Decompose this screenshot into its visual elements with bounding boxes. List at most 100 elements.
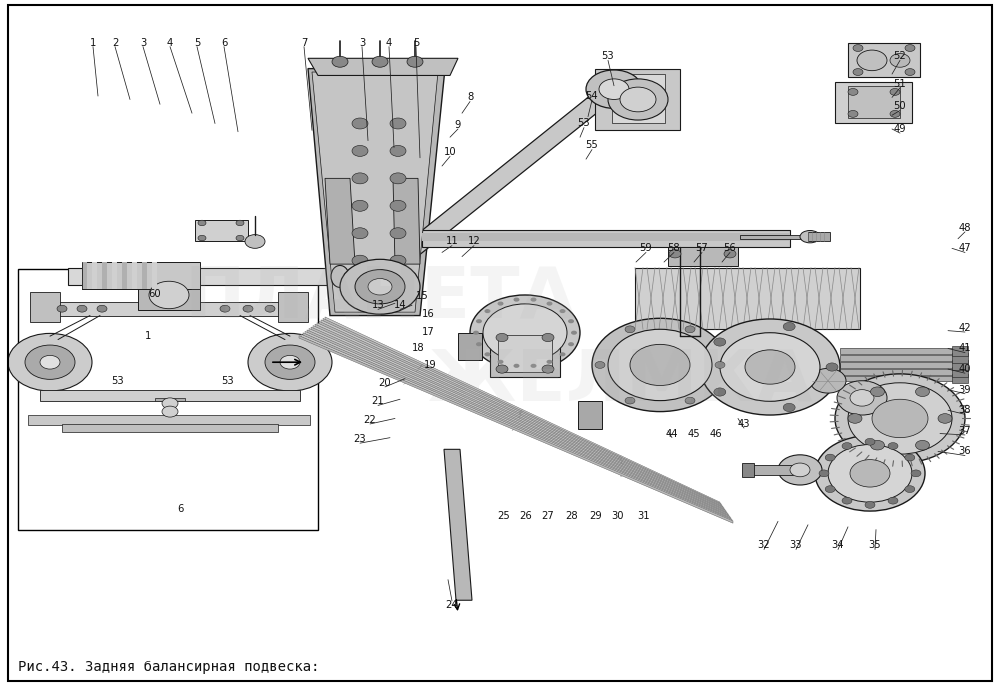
Circle shape bbox=[162, 406, 178, 417]
Text: 12: 12 bbox=[468, 237, 480, 246]
Text: 53: 53 bbox=[222, 376, 234, 386]
Circle shape bbox=[850, 390, 874, 406]
Text: 4: 4 bbox=[386, 38, 392, 47]
Circle shape bbox=[905, 486, 915, 493]
Polygon shape bbox=[142, 262, 147, 289]
Circle shape bbox=[198, 235, 206, 241]
Circle shape bbox=[77, 305, 87, 312]
Circle shape bbox=[352, 255, 368, 266]
Circle shape bbox=[871, 387, 885, 397]
Circle shape bbox=[568, 319, 574, 323]
Circle shape bbox=[390, 283, 406, 294]
Polygon shape bbox=[40, 390, 300, 401]
Polygon shape bbox=[595, 69, 680, 130]
Circle shape bbox=[888, 497, 898, 504]
Circle shape bbox=[531, 298, 537, 302]
Polygon shape bbox=[152, 262, 157, 289]
Polygon shape bbox=[309, 329, 728, 517]
Circle shape bbox=[473, 331, 479, 335]
Circle shape bbox=[825, 486, 835, 493]
Circle shape bbox=[865, 438, 875, 445]
Text: 39: 39 bbox=[959, 385, 971, 394]
Text: 42: 42 bbox=[959, 323, 971, 333]
Text: 50: 50 bbox=[894, 102, 906, 111]
Text: 58: 58 bbox=[668, 244, 680, 253]
Circle shape bbox=[790, 463, 810, 477]
Polygon shape bbox=[612, 74, 665, 123]
Circle shape bbox=[916, 440, 930, 450]
Text: 4: 4 bbox=[167, 38, 173, 47]
Circle shape bbox=[352, 118, 368, 129]
Text: ЖЕЛМКА: ЖЕЛМКА bbox=[428, 346, 812, 415]
Polygon shape bbox=[742, 463, 754, 477]
Text: 41: 41 bbox=[959, 344, 971, 353]
Circle shape bbox=[872, 399, 928, 438]
Text: 45: 45 bbox=[688, 429, 700, 438]
Circle shape bbox=[162, 398, 178, 409]
Text: 44: 44 bbox=[666, 429, 678, 438]
Text: 18: 18 bbox=[412, 344, 424, 353]
Circle shape bbox=[783, 322, 795, 331]
Text: 56: 56 bbox=[724, 244, 736, 253]
Text: 6: 6 bbox=[221, 38, 227, 47]
Circle shape bbox=[608, 79, 668, 120]
Text: ПЛАНЕТА: ПЛАНЕТА bbox=[184, 264, 576, 333]
Circle shape bbox=[57, 305, 67, 312]
Circle shape bbox=[848, 88, 858, 95]
Polygon shape bbox=[952, 353, 968, 363]
Circle shape bbox=[905, 69, 915, 75]
Circle shape bbox=[352, 145, 368, 156]
Circle shape bbox=[724, 250, 736, 258]
Circle shape bbox=[620, 87, 656, 112]
Circle shape bbox=[352, 228, 368, 239]
Polygon shape bbox=[578, 401, 602, 429]
Circle shape bbox=[826, 363, 838, 371]
Text: 54: 54 bbox=[586, 91, 598, 101]
Circle shape bbox=[390, 118, 406, 129]
Text: 22: 22 bbox=[364, 415, 376, 425]
Circle shape bbox=[198, 220, 206, 226]
Circle shape bbox=[669, 250, 681, 258]
Text: 43: 43 bbox=[738, 419, 750, 429]
Polygon shape bbox=[835, 82, 912, 123]
Circle shape bbox=[828, 445, 912, 502]
Text: 3: 3 bbox=[140, 38, 146, 47]
Circle shape bbox=[819, 470, 829, 477]
Text: 24: 24 bbox=[446, 600, 458, 610]
Circle shape bbox=[685, 326, 695, 333]
Circle shape bbox=[595, 362, 605, 368]
Text: 38: 38 bbox=[959, 405, 971, 415]
Polygon shape bbox=[278, 292, 308, 322]
Text: 25: 25 bbox=[498, 511, 510, 521]
Circle shape bbox=[476, 319, 482, 323]
Text: Рис.43. Задняя балансирная подвеска:: Рис.43. Задняя балансирная подвеска: bbox=[18, 660, 320, 674]
Text: 40: 40 bbox=[959, 364, 971, 374]
Circle shape bbox=[236, 235, 244, 241]
Text: 33: 33 bbox=[790, 541, 802, 550]
Polygon shape bbox=[321, 320, 722, 509]
Circle shape bbox=[390, 200, 406, 211]
Ellipse shape bbox=[800, 230, 820, 243]
Circle shape bbox=[848, 383, 952, 454]
Circle shape bbox=[911, 470, 921, 477]
Polygon shape bbox=[840, 376, 960, 381]
Circle shape bbox=[905, 45, 915, 51]
Polygon shape bbox=[112, 262, 117, 289]
Circle shape bbox=[853, 69, 863, 75]
Circle shape bbox=[592, 318, 728, 412]
Text: 46: 46 bbox=[710, 429, 722, 438]
Circle shape bbox=[352, 173, 368, 184]
Circle shape bbox=[390, 145, 406, 156]
Polygon shape bbox=[840, 369, 960, 375]
Circle shape bbox=[865, 501, 875, 508]
Polygon shape bbox=[62, 424, 278, 432]
Circle shape bbox=[280, 355, 300, 369]
Circle shape bbox=[542, 333, 554, 342]
Polygon shape bbox=[28, 415, 310, 425]
Text: 36: 36 bbox=[959, 447, 971, 456]
Polygon shape bbox=[325, 317, 720, 506]
Circle shape bbox=[25, 345, 75, 379]
Circle shape bbox=[542, 365, 554, 373]
Text: 48: 48 bbox=[959, 223, 971, 233]
Text: 57: 57 bbox=[696, 244, 708, 253]
